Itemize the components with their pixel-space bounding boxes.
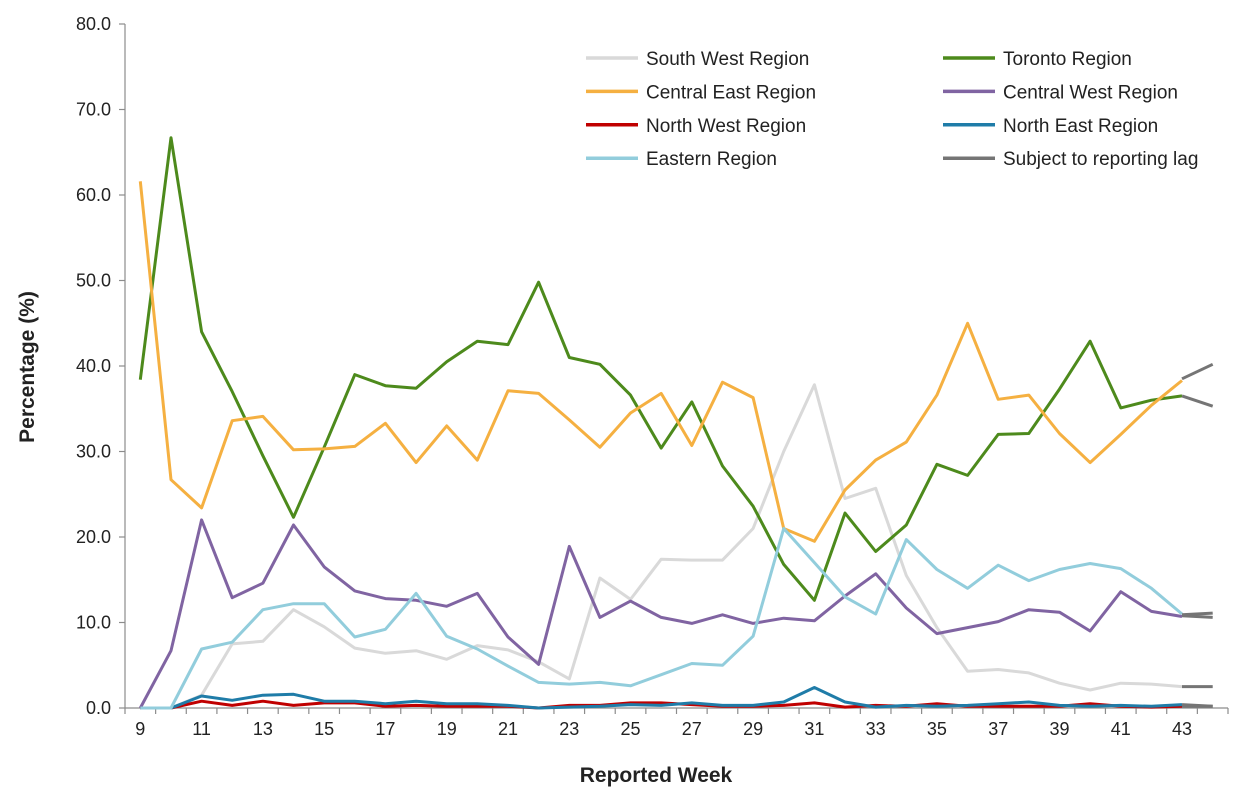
y-tick-label: 10.0 bbox=[76, 613, 111, 633]
series-line bbox=[138, 518, 1183, 709]
y-tick-label: 30.0 bbox=[76, 442, 111, 462]
y-tick-label: 70.0 bbox=[76, 100, 111, 120]
x-tick-label: 41 bbox=[1111, 719, 1131, 739]
series-line bbox=[138, 181, 1183, 543]
series-line bbox=[138, 136, 1183, 602]
x-tick-label: 33 bbox=[866, 719, 886, 739]
x-tick-label: 23 bbox=[559, 719, 579, 739]
y-axis: 0.0 10.0 20.0 30.0 40.0 50.0 60.0 70.0 80.0 bbox=[76, 14, 126, 718]
x-tick-label: 19 bbox=[437, 719, 457, 739]
x-tick-label: 25 bbox=[621, 719, 641, 739]
reporting-lag-line bbox=[1181, 394, 1214, 408]
legend-label: Central East Region bbox=[646, 82, 816, 103]
x-tick-label: 31 bbox=[804, 719, 824, 739]
y-tick-label: 60.0 bbox=[76, 185, 111, 205]
y-tick-label: 40.0 bbox=[76, 356, 111, 376]
series-line bbox=[140, 383, 1183, 710]
legend: South West Region Toronto Region Central E… bbox=[586, 49, 1198, 170]
legend-label: North West Region bbox=[646, 116, 806, 137]
reporting-lag-line bbox=[1181, 611, 1213, 617]
x-tick-label: 29 bbox=[743, 719, 763, 739]
y-tick-label: 80.0 bbox=[76, 14, 111, 34]
reporting-lag-line bbox=[1181, 362, 1214, 381]
x-tick-label: 43 bbox=[1172, 719, 1192, 739]
legend-label: Central West Region bbox=[1003, 82, 1178, 103]
x-tick-label: 27 bbox=[682, 719, 702, 739]
x-axis-title: Reported Week bbox=[580, 764, 733, 787]
reporting-lag-line bbox=[1181, 703, 1213, 708]
legend-label: South West Region bbox=[646, 49, 809, 70]
x-tick-label: 13 bbox=[253, 719, 273, 739]
x-tick-label: 17 bbox=[375, 719, 395, 739]
y-tick-label: 0.0 bbox=[86, 698, 111, 718]
x-axis: 9 11 13 15 17 19 21 23 25 27 29 31 33 35 37 39 41 43 bbox=[124, 707, 1229, 739]
y-tick-label: 20.0 bbox=[76, 527, 111, 547]
x-tick-label: 37 bbox=[988, 719, 1008, 739]
x-tick-label: 15 bbox=[314, 719, 334, 739]
plot-area bbox=[138, 136, 1214, 710]
x-tick-label: 39 bbox=[1049, 719, 1069, 739]
x-tick-label: 35 bbox=[927, 719, 947, 739]
y-axis-title: Percentage (%) bbox=[16, 291, 39, 443]
legend-label: Subject to reporting lag bbox=[1003, 149, 1198, 170]
legend-label: Eastern Region bbox=[646, 149, 777, 170]
y-tick-label: 50.0 bbox=[76, 271, 111, 291]
series-line bbox=[140, 699, 1183, 710]
x-tick-label: 11 bbox=[192, 719, 211, 739]
x-tick-label: 21 bbox=[498, 719, 518, 739]
x-tick-label: 9 bbox=[135, 719, 145, 739]
series-line bbox=[140, 527, 1183, 710]
legend-label: Toronto Region bbox=[1003, 49, 1132, 70]
legend-label: North East Region bbox=[1003, 116, 1158, 137]
series-line bbox=[140, 686, 1183, 710]
